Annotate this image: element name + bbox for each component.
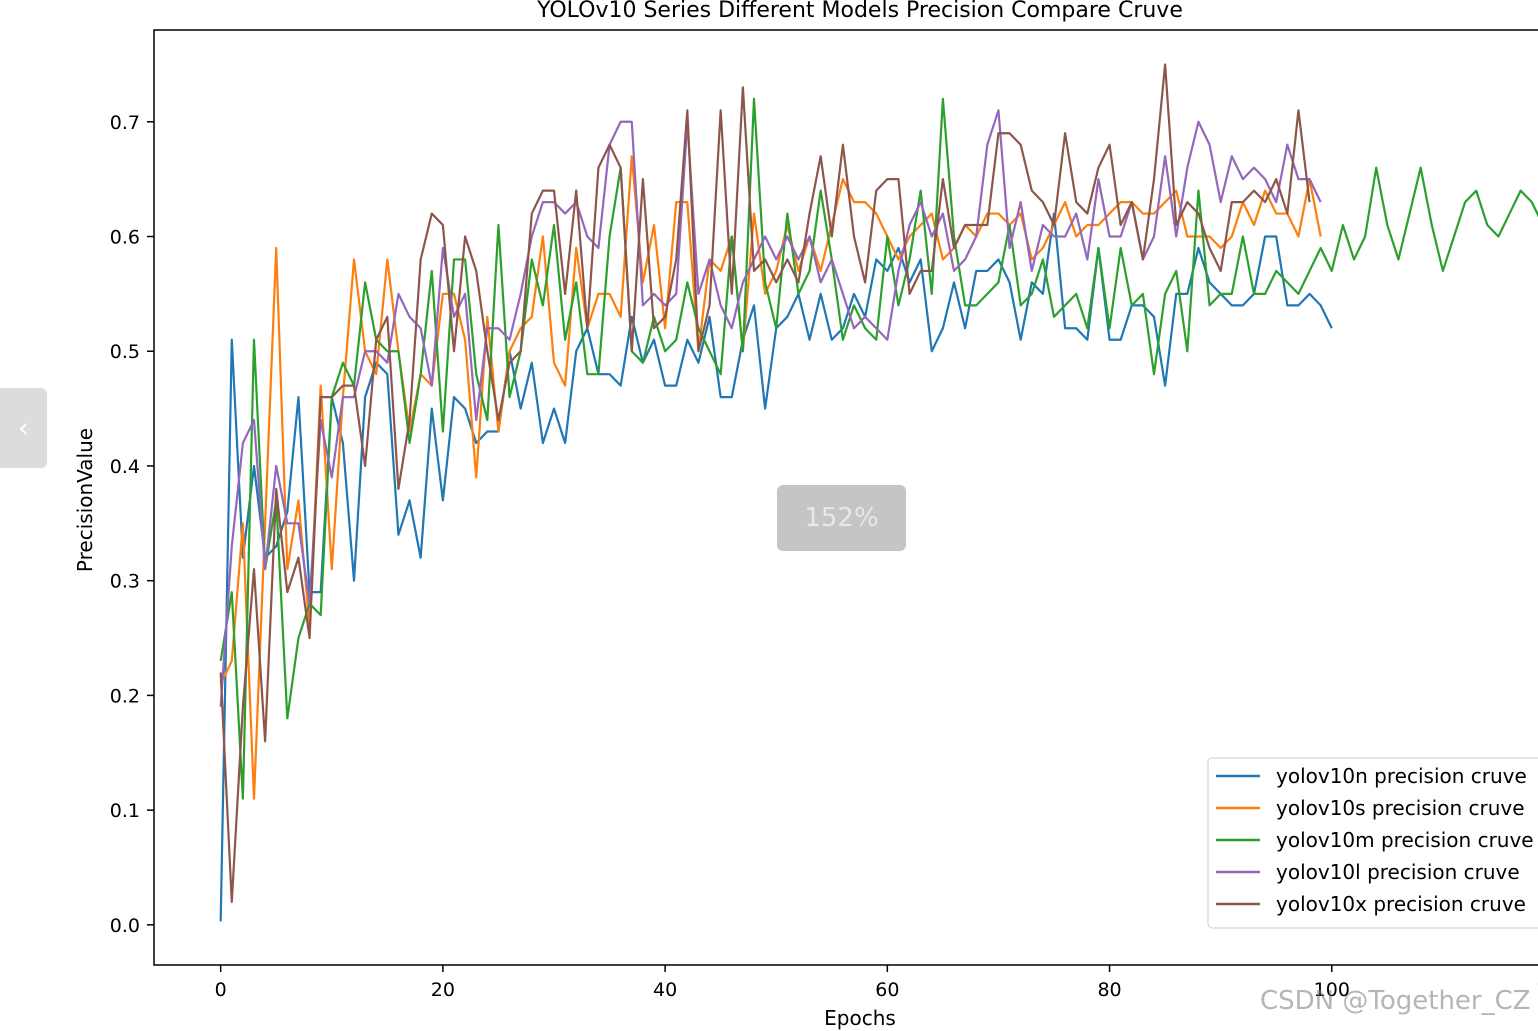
- chevron-left-icon: ‹: [17, 411, 30, 444]
- y-axis: 0.0 0.1 0.2 0.3 0.4 0.5 0.6 0.7: [110, 112, 154, 937]
- series-line: [219, 97, 1538, 800]
- y-tick-label: 0.0: [110, 915, 140, 937]
- series-line: [219, 63, 1311, 904]
- y-tick-label: 0.7: [110, 112, 140, 134]
- watermark-text: CSDN @Together_CZ: [1260, 986, 1531, 1016]
- x-tick-label: 40: [653, 979, 677, 1001]
- legend-frame: [1207, 757, 1538, 929]
- legend: yolov10n precision cruve yolov10s precisi…: [1207, 757, 1538, 929]
- legend-label: yolov10l precision cruve: [1276, 860, 1520, 884]
- series-lines: [219, 63, 1538, 922]
- legend-label: yolov10s precision cruve: [1276, 796, 1525, 820]
- x-tick-label: 60: [875, 979, 899, 1001]
- x-axis: 0 20 40 60 80 100 120: [215, 965, 1538, 1001]
- legend-label: yolov10x precision cruve: [1276, 892, 1526, 916]
- y-tick-label: 0.4: [110, 456, 140, 478]
- x-tick-label: 0: [215, 979, 227, 1001]
- x-tick-label: 100: [1314, 979, 1350, 1001]
- y-tick-label: 0.5: [110, 341, 140, 363]
- chart-title: YOLOv10 Series Different Models Precisio…: [536, 0, 1183, 23]
- y-tick-label: 0.3: [110, 571, 140, 593]
- x-tick-label: 20: [431, 979, 455, 1001]
- legend-label: yolov10n precision cruve: [1276, 764, 1527, 788]
- x-tick-label: 120: [1536, 979, 1538, 1001]
- y-axis-label: PrecisionValue: [73, 428, 97, 572]
- legend-label: yolov10m precision cruve: [1276, 828, 1534, 852]
- zoom-level-indicator: 152%: [777, 485, 906, 551]
- previous-image-button[interactable]: ‹: [0, 388, 47, 468]
- x-tick-label: 80: [1097, 979, 1121, 1001]
- x-axis-label: Epochs: [824, 1006, 896, 1030]
- y-tick-label: 0.1: [110, 800, 140, 822]
- y-tick-label: 0.6: [110, 227, 140, 249]
- y-tick-label: 0.2: [110, 685, 140, 707]
